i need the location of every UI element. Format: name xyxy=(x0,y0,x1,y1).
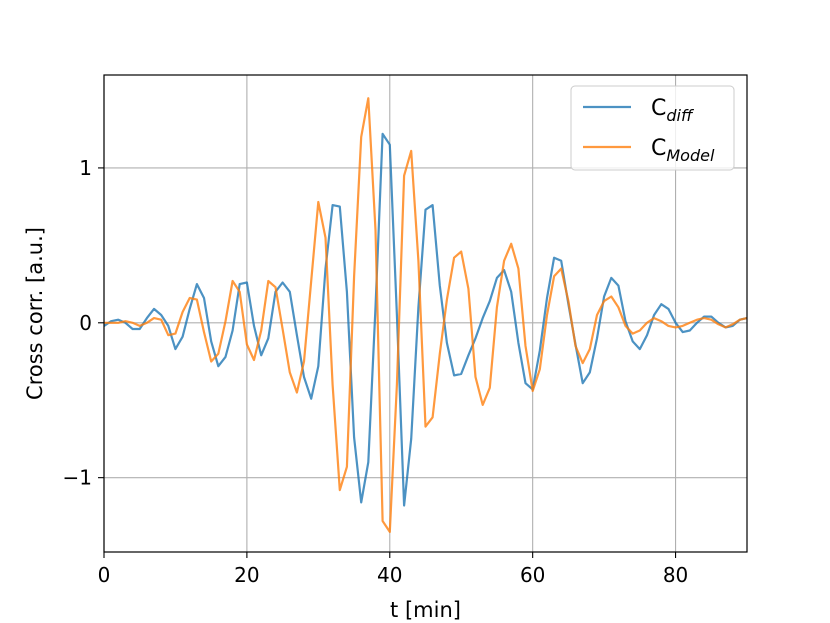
legend: Cdiff CModel xyxy=(570,85,735,171)
x-tick-label: 0 xyxy=(98,563,111,587)
y-tick-label: −1 xyxy=(63,466,92,490)
plot-frame xyxy=(103,74,748,553)
x-tick-label: 40 xyxy=(377,563,402,587)
series-layer xyxy=(103,97,748,534)
y-tick-label: 1 xyxy=(79,156,92,180)
x-tick-label: 20 xyxy=(234,563,259,587)
ticks: 0 20 40 60 80 −1 0 1 xyxy=(63,156,689,587)
series-line-diff xyxy=(103,132,748,507)
x-tick-label: 80 xyxy=(663,563,688,587)
legend-label-diff: Cdiff xyxy=(651,96,695,125)
legend-label-model: CModel xyxy=(651,136,715,165)
y-tick-label: 0 xyxy=(79,311,92,335)
y-axis-label: Cross corr. [a.u.] xyxy=(23,227,47,400)
series-line-model xyxy=(104,97,748,534)
x-axis-label: t [min] xyxy=(390,598,461,622)
x-tick-label: 60 xyxy=(520,563,545,587)
